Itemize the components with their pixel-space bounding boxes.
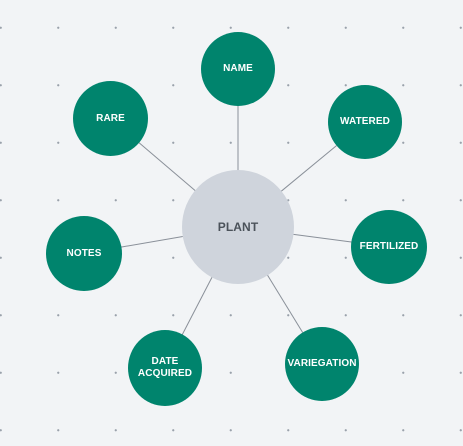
edges — [120, 106, 353, 336]
node-notes[interactable]: NOTES — [46, 216, 122, 291]
node-watered-label: WATERED — [340, 116, 390, 127]
node-variegation[interactable]: VARIEGATION — [285, 327, 359, 401]
edge-plant-watered — [280, 145, 337, 192]
node-rare-label: RARE — [96, 112, 125, 124]
node-fertilized-label: FERTILIZED — [359, 241, 419, 252]
node-name[interactable]: NAME — [201, 32, 275, 106]
edge-plant-variegation — [266, 274, 304, 333]
node-plant[interactable]: PLANT — [182, 170, 294, 284]
edge-plant-fertilized — [293, 233, 353, 243]
edge-plant-notes — [120, 236, 183, 248]
node-watered[interactable]: WATERED — [328, 85, 402, 159]
node-date-acquired[interactable]: DATE ACQUIRED — [128, 330, 202, 406]
node-notes-label: NOTES — [66, 247, 102, 259]
node-name-label: NAME — [223, 63, 253, 74]
node-rare[interactable]: RARE — [73, 81, 148, 156]
node-plant-label: PLANT — [217, 220, 259, 234]
edge-plant-rare — [138, 142, 196, 192]
node-fertilized[interactable]: FERTILIZED — [351, 210, 427, 284]
node-variegation-label: VARIEGATION — [287, 358, 357, 369]
node-date-acquired-label: DATE ACQUIRED — [137, 356, 193, 379]
edge-plant-date-acquired — [181, 276, 213, 336]
